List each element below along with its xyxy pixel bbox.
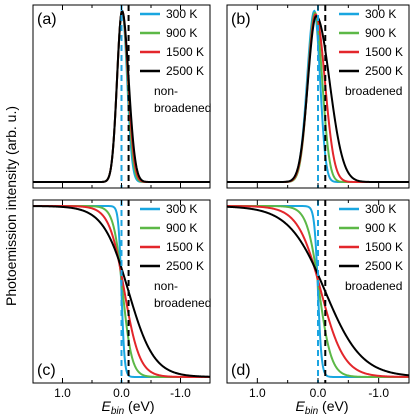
panel-d: 1.0 0.0 -1.0 (d) 300 K 900 K 1500 K 2500 K broad… [226, 199, 410, 400]
legend-label: 2500 K [365, 259, 403, 273]
x-axis-label-subscript: bin [111, 406, 125, 416]
legend-label: 300 K [166, 7, 197, 21]
panel-a: (a) 300 K 900 K 1500 K 2500 K non-broadened [32, 4, 211, 189]
x-tick-label: -1.0 [368, 386, 389, 400]
legend-label: 300 K [365, 202, 396, 216]
y-axis-label: Photoemission intensity (arb. u.) [3, 106, 19, 306]
legend-label: 2500 K [166, 64, 204, 78]
legend-label: 300 K [166, 202, 197, 216]
panel-label: (d) [231, 362, 251, 379]
annotation-text: broadened [345, 279, 402, 293]
x-axis-label-subscript: bin [305, 406, 319, 416]
annotation-text: non- [154, 279, 178, 293]
panel-label: (a) [37, 11, 57, 28]
legend-label: 900 K [365, 221, 396, 235]
legend-label: 900 K [166, 26, 197, 40]
annotation-text: non- [154, 84, 178, 98]
x-axis-label-unit: (eV) [124, 398, 154, 414]
plot-area [33, 200, 210, 383]
x-axis-label-unit: (eV) [318, 398, 348, 414]
x-tick-label: -1.0 [170, 386, 191, 400]
panel-b: (b) 300 K 900 K 1500 K 2500 K broadened [226, 4, 410, 189]
x-axis-label-symbol: E [295, 398, 305, 414]
annotation-text: broadened [345, 84, 402, 98]
legend-label: 300 K [365, 7, 396, 21]
annotation-text: broadened [154, 101, 211, 115]
plot-area [227, 5, 409, 188]
legend-label: 1500 K [166, 240, 204, 254]
legend-label: 1500 K [166, 45, 204, 59]
plot-area [227, 200, 409, 383]
x-axis-label-symbol: E [101, 398, 111, 414]
series-line-2500k [33, 9, 210, 183]
x-tick-label: 0.0 [113, 386, 130, 400]
legend-label: 1500 K [365, 45, 403, 59]
panel-label: (c) [37, 362, 56, 379]
panel-label: (b) [231, 11, 251, 28]
x-tick-label: 1.0 [249, 386, 266, 400]
legend-label: 900 K [166, 221, 197, 235]
x-axis-label-left: Ebin (eV) [101, 398, 154, 416]
plot-area [33, 5, 210, 188]
x-tick-label: 0.0 [310, 386, 327, 400]
x-axis-label-right: Ebin (eV) [295, 398, 348, 416]
annotation-text: broadened [154, 296, 211, 310]
legend-label: 1500 K [365, 240, 403, 254]
panel-c: 1.0 0.0 -1.0 (c) 300 K 900 K 1500 K 2500 K non-b… [32, 199, 211, 400]
legend-label: 900 K [365, 26, 396, 40]
x-tick-label: 1.0 [54, 386, 71, 400]
series-line-2500k [33, 205, 210, 378]
legend-label: 2500 K [166, 259, 204, 273]
legend-label: 2500 K [365, 64, 403, 78]
